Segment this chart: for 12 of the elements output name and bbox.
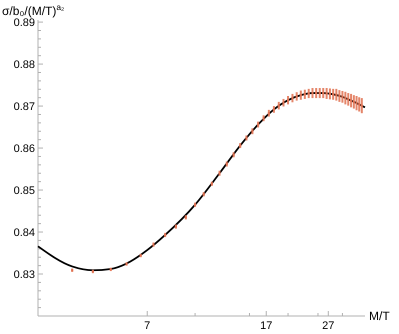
y-axis-title: σ/b₀/(M/T)$^{a₂}$: [2, 2, 64, 18]
y-tick-label: 0.85: [14, 185, 35, 198]
y-tick-label: 0.87: [14, 101, 35, 114]
x-tick-label: 7: [144, 320, 150, 332]
x-tick-label: 27: [322, 320, 334, 332]
y-tick-label: 0.83: [14, 269, 35, 282]
x-tick-label: 17: [260, 320, 272, 332]
y-tick-label: 0.86: [14, 143, 35, 156]
y-tick-label: 0.84: [14, 227, 35, 240]
y-tick-label: 0.88: [14, 59, 35, 72]
x-axis-title: M/T: [369, 309, 390, 323]
y-tick-label: 0.89: [14, 17, 35, 30]
